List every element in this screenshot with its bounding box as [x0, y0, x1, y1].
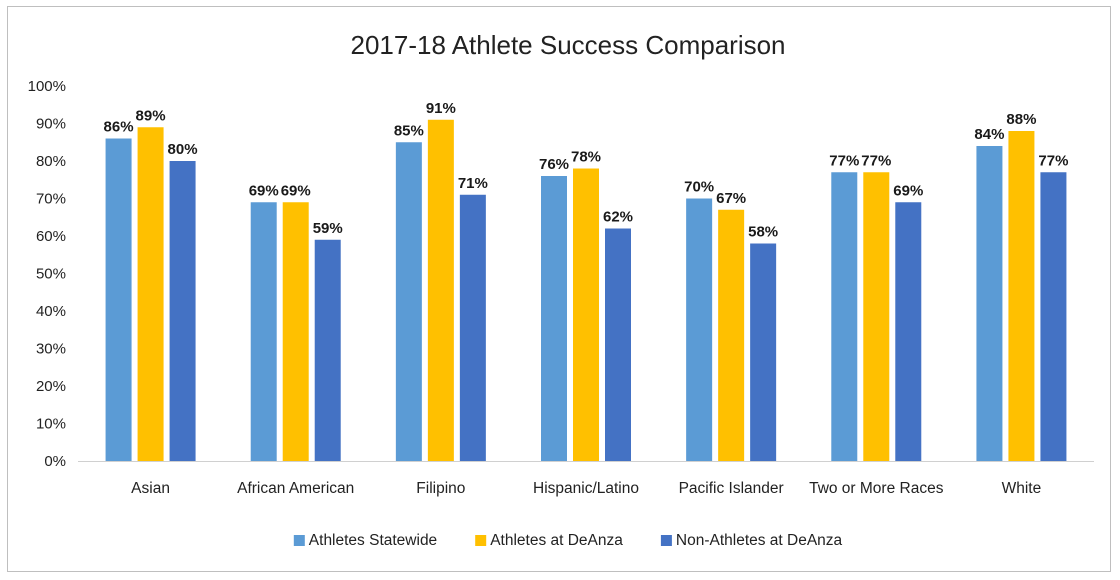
data-label: 69%: [281, 182, 311, 199]
data-label: 62%: [603, 209, 633, 226]
bar: [105, 138, 132, 461]
data-label: 71%: [458, 175, 488, 192]
bar: [863, 172, 890, 461]
chart-title: 2017-18 Athlete Success Comparison: [350, 30, 785, 60]
data-label: 88%: [1006, 111, 1036, 128]
bar: [1008, 131, 1035, 461]
y-tick-label: 0%: [44, 453, 66, 470]
legend-item: Athletes Statewide: [293, 532, 437, 549]
bar: [976, 146, 1003, 461]
x-tick-label: Filipino: [416, 480, 465, 497]
x-tick-label: Hispanic/Latino: [533, 480, 639, 497]
bars: [105, 119, 1067, 461]
y-tick-label: 40%: [36, 303, 66, 320]
y-tick-label: 70%: [36, 191, 66, 208]
bar: [250, 202, 277, 461]
legend-swatch: [293, 535, 305, 546]
data-label: 58%: [748, 224, 778, 241]
x-tick-label: Asian: [131, 480, 170, 497]
bar: [459, 194, 486, 461]
x-axis: Asian African American Filipino Hispanic/La…: [78, 461, 1094, 497]
data-label: 77%: [829, 152, 859, 169]
bar: [137, 127, 164, 461]
y-tick-label: 100%: [28, 78, 66, 95]
legend-label: Athletes Statewide: [309, 532, 437, 549]
bar: [718, 209, 745, 461]
data-label: 59%: [313, 220, 343, 237]
legend: Athletes Statewide Athletes at DeAnza Non-…: [293, 532, 843, 549]
bar: [282, 202, 309, 461]
data-label: 69%: [893, 182, 923, 199]
bar: [1040, 172, 1067, 461]
bar: [605, 228, 631, 461]
data-label: 78%: [571, 149, 601, 166]
y-tick-label: 10%: [36, 416, 66, 433]
data-label: 67%: [716, 190, 746, 207]
data-label: 84%: [974, 126, 1004, 143]
bar: [314, 239, 341, 461]
data-labels: 86%89%80%69% 69%59%85%91%71%76% 78%62%70%6…: [104, 100, 1069, 241]
data-label: 69%: [249, 182, 279, 199]
legend-swatch: [660, 535, 672, 546]
data-label: 70%: [684, 179, 714, 196]
data-label: 89%: [136, 107, 166, 124]
bar: [395, 142, 422, 461]
y-tick-label: 90%: [36, 116, 66, 133]
x-tick-label: African American: [237, 480, 354, 497]
legend-swatch: [475, 535, 487, 546]
x-tick-label: Pacific Islander: [679, 480, 784, 497]
data-label: 86%: [104, 119, 134, 136]
data-label: 91%: [426, 100, 456, 117]
y-tick-label: 60%: [36, 228, 66, 245]
bar: [427, 119, 454, 461]
bar: [573, 168, 599, 461]
data-label: 77%: [1038, 152, 1068, 169]
bar: [169, 161, 196, 461]
data-label: 85%: [394, 122, 424, 139]
legend-item: Athletes at DeAnza: [475, 532, 623, 549]
bar: [686, 198, 713, 461]
y-tick-label: 80%: [36, 153, 66, 170]
bar: [895, 202, 922, 461]
legend-label: Non-Athletes at DeAnza: [676, 532, 843, 549]
y-tick-label: 30%: [36, 341, 66, 358]
bar: [831, 172, 858, 461]
y-tick-label: 50%: [36, 266, 66, 283]
bar: [750, 243, 777, 461]
data-label: 77%: [861, 152, 891, 169]
y-axis: 0% 10% 20% 30% 40% 50% 60% 70% 80% 90% 100%: [28, 78, 66, 470]
data-label: 76%: [539, 156, 569, 173]
x-tick-label: Two or More Races: [809, 480, 944, 497]
data-label: 80%: [168, 141, 198, 158]
x-tick-label: White: [1002, 480, 1042, 497]
legend-label: Athletes at DeAnza: [490, 532, 623, 549]
legend-item: Non-Athletes at DeAnza: [660, 532, 843, 549]
y-tick-label: 20%: [36, 378, 66, 395]
bar: [541, 176, 567, 461]
